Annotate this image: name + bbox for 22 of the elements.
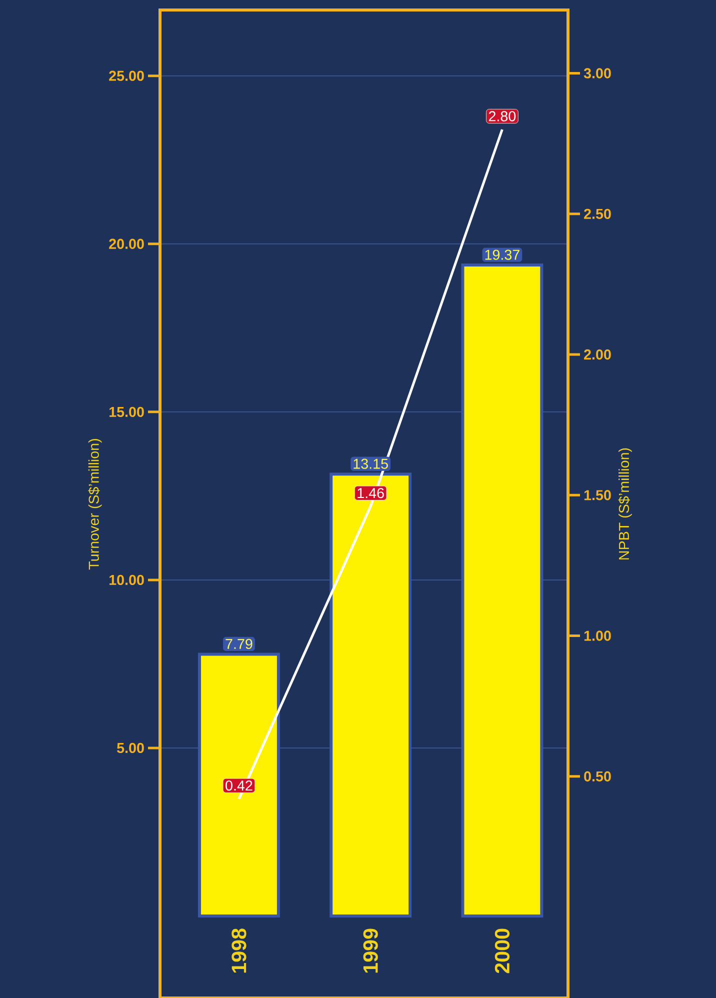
y2-tick-label: 0.50: [584, 771, 611, 782]
data-label: 2.80: [488, 111, 516, 122]
y-tick-label: 20.00: [109, 238, 144, 249]
x-tick-label: 1998: [232, 928, 246, 973]
y-axis-title: Turnover (S$’million): [88, 439, 102, 570]
data-label: 13.15: [354, 458, 388, 469]
data-label: 1.46: [358, 488, 384, 498]
y2-tick-label: 2.00: [584, 349, 611, 360]
y2-axis-title: NPBT (S$’million): [618, 448, 632, 560]
x-tick-label: 1999: [363, 928, 378, 973]
y-tick-label: 5.00: [116, 742, 144, 754]
y-tick-label: 10.00: [109, 574, 144, 586]
data-label: 19.37: [485, 250, 520, 260]
y-tick-label: 25.00: [109, 70, 144, 81]
y2-tick-label: 1.50: [584, 490, 611, 500]
y-tick-label: 15.00: [109, 406, 144, 417]
y2-tick-label: 1.00: [584, 630, 611, 641]
x-tick-label: 2000: [494, 928, 510, 974]
y2-tick-label: 3.00: [584, 68, 611, 78]
y2-tick-label: 2.50: [584, 208, 611, 219]
data-label: 7.79: [226, 638, 252, 650]
data-label: 0.42: [226, 780, 252, 791]
